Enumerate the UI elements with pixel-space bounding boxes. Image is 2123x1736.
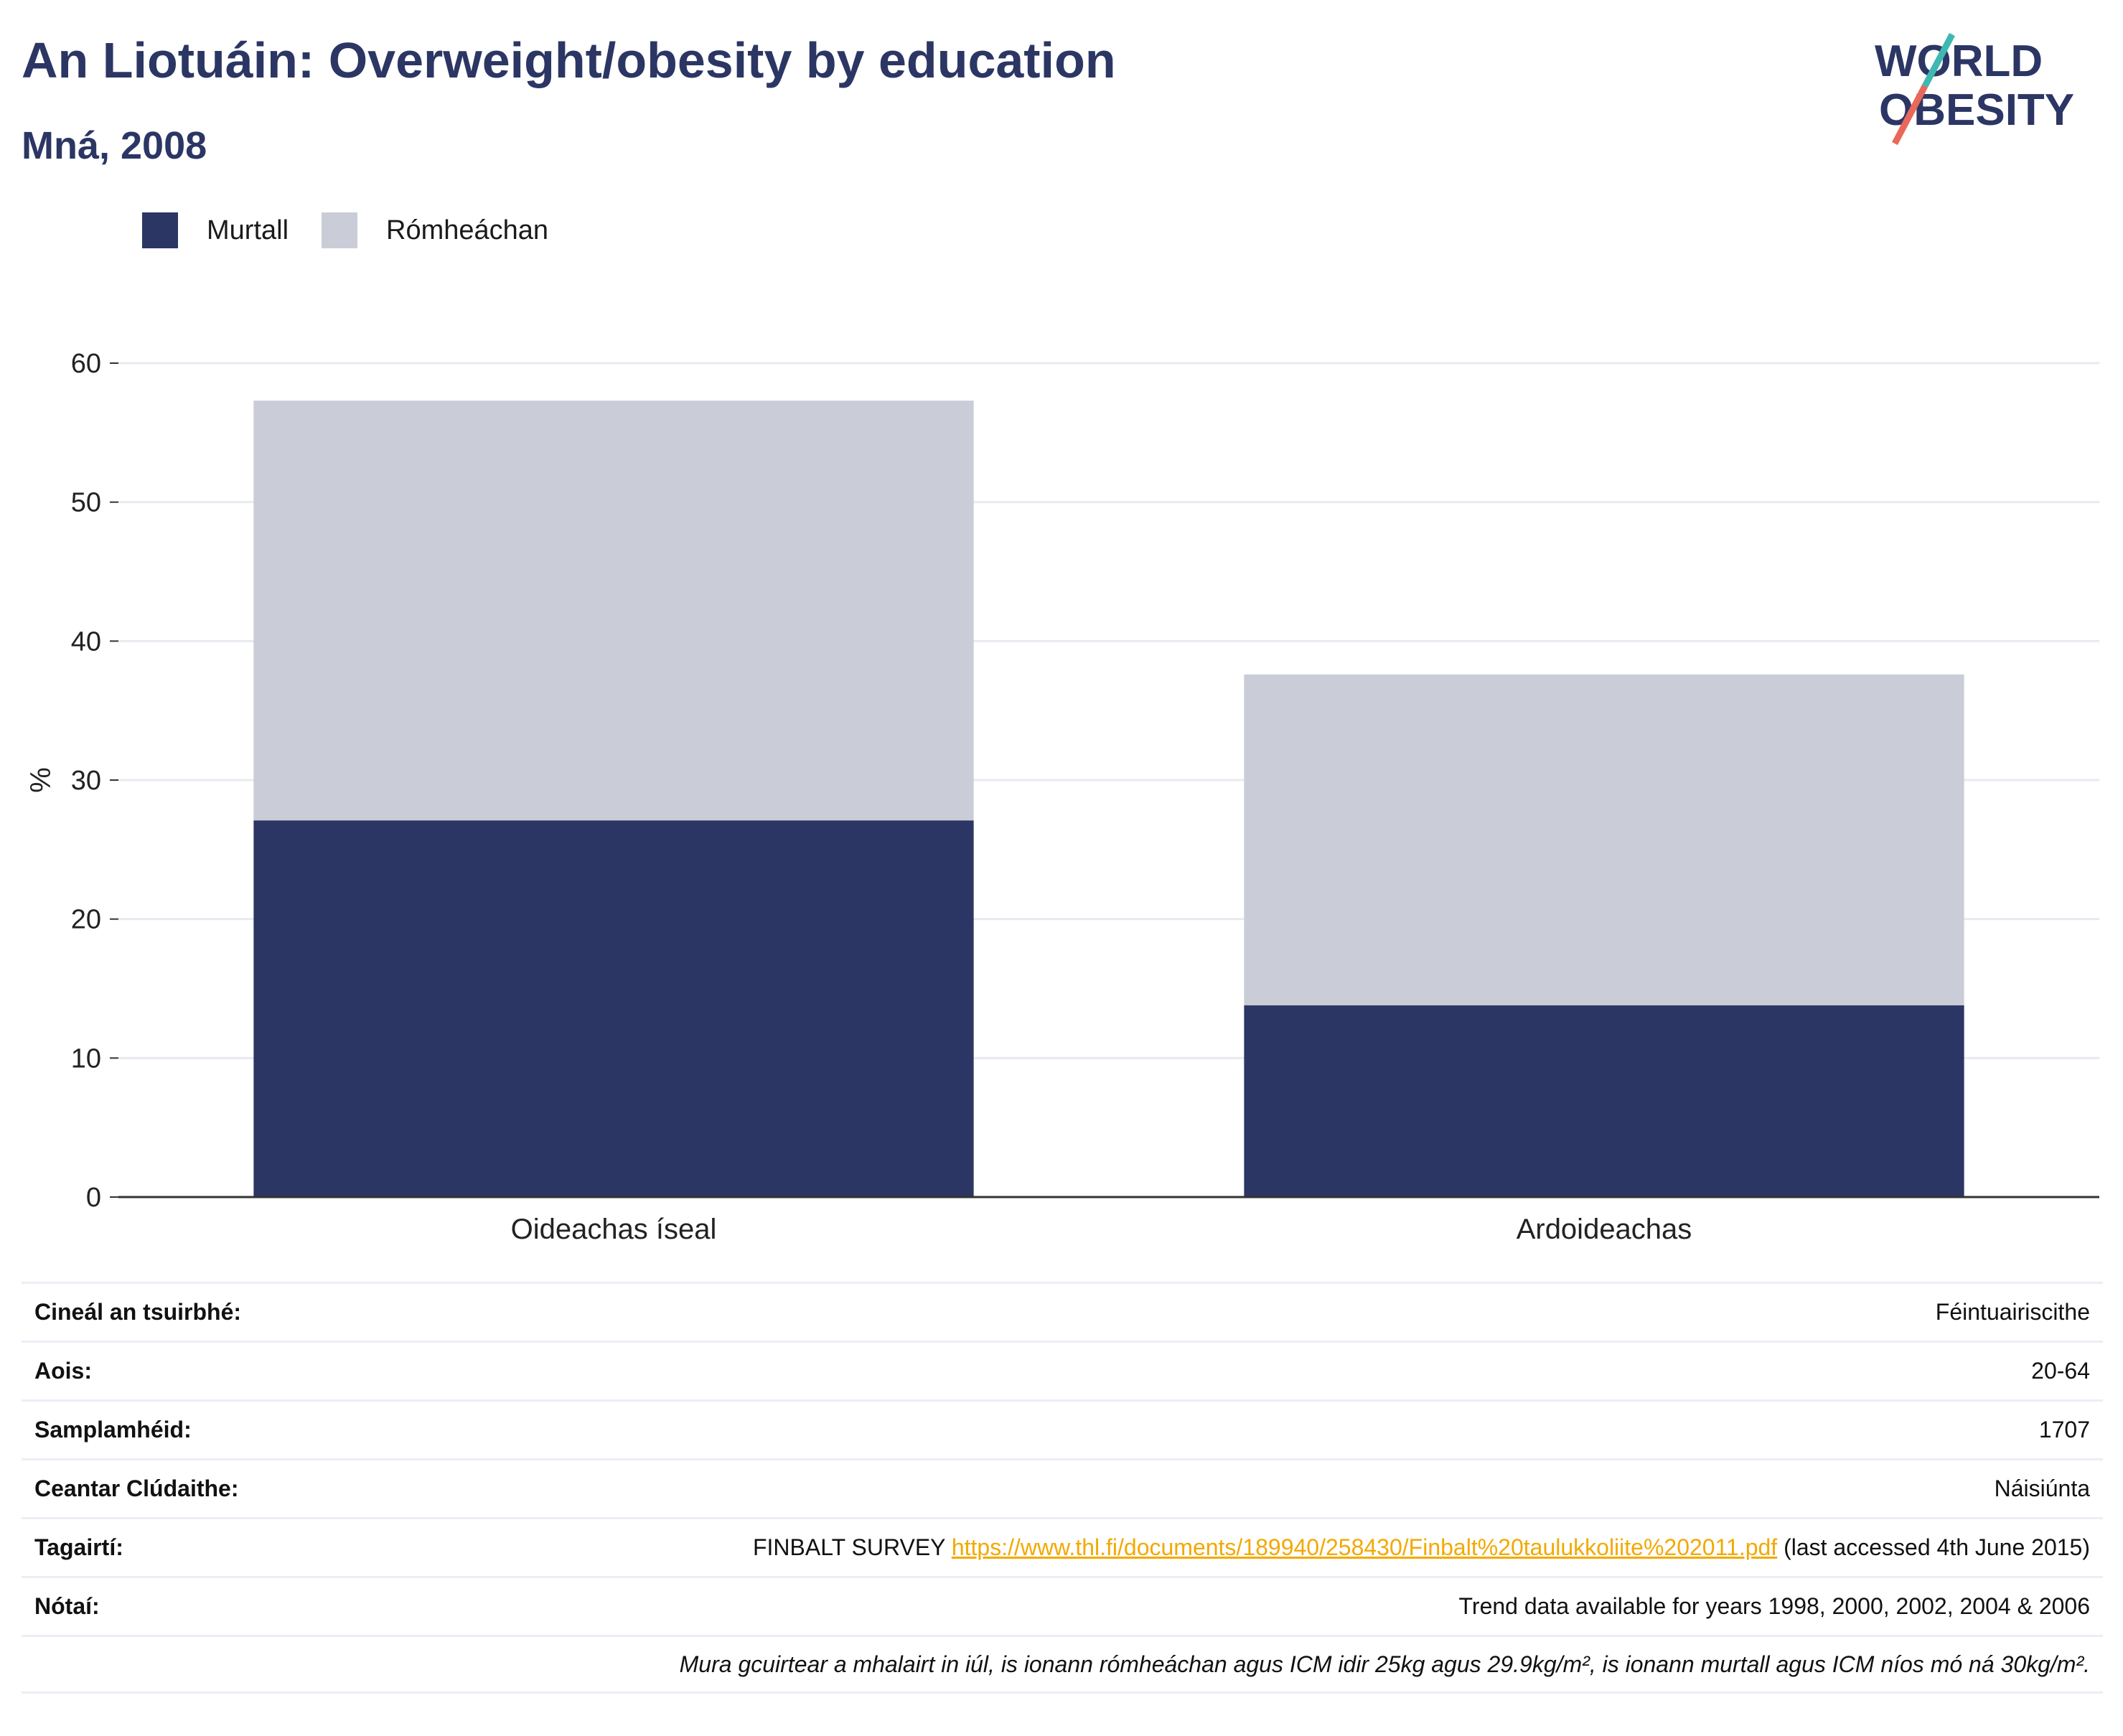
bar-obese [1244, 1005, 1964, 1197]
bar-obese [253, 820, 974, 1197]
y-tick-label: 20 [71, 905, 101, 935]
legend-label-overweight: Rómheáchan [386, 215, 549, 245]
x-tick-label: Oideachas íseal [511, 1214, 717, 1245]
info-value: 20-64 [2031, 1358, 2090, 1384]
info-row-sample-size: Samplamhéid: 1707 [22, 1399, 2103, 1458]
y-tick-label: 40 [71, 627, 101, 657]
info-label: Tagairtí: [34, 1534, 123, 1560]
y-tick-label: 30 [71, 766, 101, 796]
y-tick-label: 10 [71, 1043, 101, 1074]
info-value: 1707 [2038, 1417, 2090, 1442]
reference-prefix: FINBALT SURVEY [752, 1534, 945, 1560]
reference-suffix: (last accessed 4th June 2015) [1784, 1534, 2090, 1560]
logo-slash-teal [1922, 32, 1955, 88]
legend-item-overweight[interactable]: Rómheáchan [322, 212, 548, 248]
y-tick-label: 60 [71, 349, 101, 379]
info-label: Ceantar Clúdaithe: [34, 1475, 239, 1501]
info-label: Samplamhéid: [34, 1417, 192, 1442]
info-value: Trend data available for years 1998, 200… [1458, 1593, 2090, 1619]
legend-item-obese[interactable]: Murtall [142, 212, 289, 248]
legend-swatch-obese [142, 212, 178, 248]
footnote: Mura gcuirtear a mhalairt in iúl, is ion… [679, 1651, 2090, 1677]
y-tick-label: 0 [86, 1183, 101, 1213]
chart-subtitle: Mná, 2008 [22, 124, 207, 167]
y-tick-label: 50 [71, 488, 101, 518]
logo-slash-red [1892, 84, 1928, 146]
info-value: Náisiúnta [1994, 1475, 2090, 1501]
logo-line1: WORLD [1875, 37, 2043, 86]
x-tick-label: Ardoideachas [1517, 1214, 1692, 1245]
info-row-notes: Nótaí: Trend data available for years 19… [22, 1576, 2103, 1635]
info-label: Cineál an tsuirbhé: [34, 1299, 242, 1325]
info-label: Aois: [34, 1358, 92, 1384]
info-value-references: FINBALT SURVEY https://www.thl.fi/docume… [753, 1534, 2090, 1561]
survey-info-table: Cineál an tsuirbhé: Féintuairiscithe Aoi… [22, 1282, 2103, 1694]
bar-overweight [1244, 674, 1964, 1005]
legend-label-obese: Murtall [207, 215, 289, 245]
info-row-references: Tagairtí: FINBALT SURVEY https://www.thl… [22, 1517, 2103, 1576]
legend-swatch-overweight [322, 212, 358, 248]
info-row-age: Aois: 20-64 [22, 1341, 2103, 1399]
world-obesity-logo: WORLD OBESITY [1875, 32, 2074, 146]
info-value: Féintuairiscithe [1935, 1299, 2090, 1325]
y-axis-label: % [25, 767, 57, 793]
info-row-survey-type: Cineál an tsuirbhé: Féintuairiscithe [22, 1282, 2103, 1341]
info-label: Nótaí: [34, 1593, 100, 1619]
info-row-area: Ceantar Clúdaithe: Náisiúnta [22, 1458, 2103, 1517]
reference-link[interactable]: https://www.thl.fi/documents/189940/2584… [951, 1534, 1778, 1560]
info-row-footnote: Mura gcuirtear a mhalairt in iúl, is ion… [22, 1635, 2103, 1694]
logo-line2: OBESITY [1879, 85, 2074, 135]
chart-title: An Liotuáin: Overweight/obesity by educa… [22, 32, 1116, 88]
chart-legend: Murtall Rómheáchan [142, 212, 581, 248]
bar-chart: 0 10 20 30 40 50 60% Oideachas íseal Ardoideacha… [25, 349, 2099, 1245]
bar-overweight [253, 400, 974, 821]
